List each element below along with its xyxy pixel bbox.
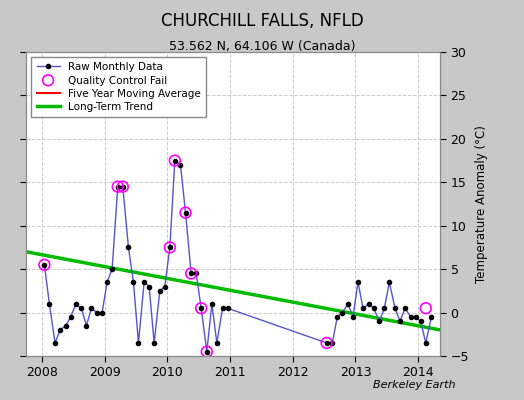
Line: Raw Monthly Data: Raw Monthly Data — [42, 158, 433, 354]
Raw Monthly Data — [204, 349, 210, 354]
Quality Control Fail — [40, 262, 49, 268]
Text: Berkeley Earth: Berkeley Earth — [374, 380, 456, 390]
Raw Monthly Data — [41, 262, 48, 267]
Raw Monthly Data — [167, 245, 173, 250]
Y-axis label: Temperature Anomaly (°C): Temperature Anomaly (°C) — [475, 125, 488, 283]
Quality Control Fail — [114, 184, 122, 190]
Quality Control Fail — [118, 184, 127, 190]
Quality Control Fail — [203, 348, 211, 355]
Quality Control Fail — [171, 157, 179, 164]
Legend: Raw Monthly Data, Quality Control Fail, Five Year Moving Average, Long-Term Tren: Raw Monthly Data, Quality Control Fail, … — [31, 57, 206, 117]
Raw Monthly Data — [119, 184, 126, 189]
Quality Control Fail — [181, 210, 190, 216]
Quality Control Fail — [197, 305, 205, 312]
Raw Monthly Data — [428, 314, 434, 319]
Raw Monthly Data — [345, 302, 351, 306]
Text: 53.562 N, 64.106 W (Canada): 53.562 N, 64.106 W (Canada) — [169, 40, 355, 53]
Quality Control Fail — [166, 244, 174, 251]
Raw Monthly Data — [57, 328, 63, 332]
Raw Monthly Data — [350, 314, 356, 319]
Quality Control Fail — [322, 340, 331, 346]
Text: CHURCHILL FALLS, NFLD: CHURCHILL FALLS, NFLD — [161, 12, 363, 30]
Raw Monthly Data — [172, 158, 178, 163]
Raw Monthly Data — [52, 340, 58, 345]
Quality Control Fail — [187, 270, 195, 277]
Quality Control Fail — [421, 305, 430, 312]
